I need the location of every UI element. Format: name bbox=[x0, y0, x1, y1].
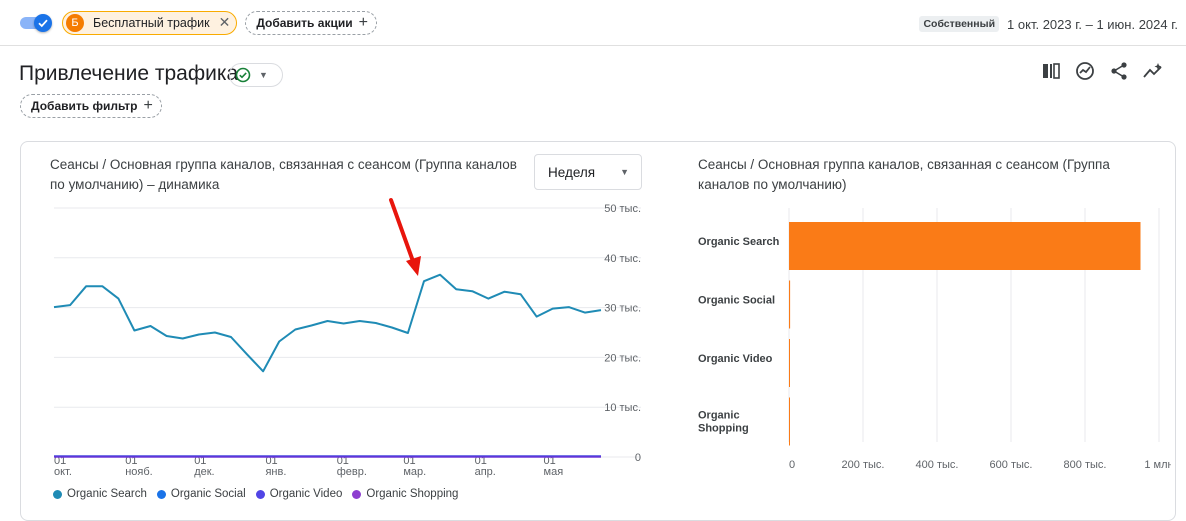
check-icon bbox=[38, 19, 48, 27]
line-chart: 50 тыс.40 тыс.30 тыс.20 тыс.10 тыс.0 01о… bbox=[53, 198, 641, 478]
svg-text:01: 01 bbox=[337, 455, 349, 467]
legend-label: Organic Shopping bbox=[366, 488, 459, 500]
bar-organic-video[interactable] bbox=[789, 339, 790, 387]
share-icon[interactable] bbox=[1108, 60, 1130, 82]
legend-dot bbox=[156, 489, 166, 499]
svg-text:мая: мая bbox=[544, 466, 564, 478]
add-actions-label: Добавить акции bbox=[256, 15, 353, 30]
segment-label: Бесплатный трафик bbox=[93, 15, 210, 30]
category-label: Organic Search bbox=[698, 236, 780, 248]
legend-label: Organic Video bbox=[269, 488, 343, 500]
svg-text:янв.: янв. bbox=[265, 466, 286, 478]
report-toolbar bbox=[1028, 60, 1164, 82]
y-tick-label: 20 тыс. bbox=[604, 352, 641, 364]
add-filter-button[interactable]: Добавить фильтр + bbox=[20, 94, 162, 118]
legend-item[interactable]: Organic Social bbox=[156, 488, 246, 500]
svg-text:01: 01 bbox=[475, 455, 487, 467]
trend-sparkle-icon[interactable] bbox=[1142, 60, 1164, 82]
category-label: Organic Shopping bbox=[698, 410, 749, 435]
svg-text:февр.: февр. bbox=[337, 466, 367, 478]
category-label: Organic Video bbox=[698, 353, 773, 365]
x-tick-label: 800 тыс. bbox=[1064, 459, 1107, 471]
y-tick-label: 30 тыс. bbox=[604, 303, 641, 315]
bar-organic-shopping[interactable] bbox=[789, 397, 790, 446]
comparison-toggle[interactable] bbox=[20, 13, 53, 32]
date-badge: Собственный bbox=[919, 16, 1000, 32]
legend-dot bbox=[255, 489, 265, 499]
charts-card: Сеансы / Основная группа каналов, связан… bbox=[20, 141, 1176, 521]
y-tick-label: 10 тыс. bbox=[604, 402, 641, 414]
svg-text:01: 01 bbox=[403, 455, 415, 467]
legend-item[interactable]: Organic Video bbox=[255, 488, 343, 500]
check-circle-icon bbox=[235, 67, 251, 83]
legend-label: Organic Social bbox=[170, 488, 246, 500]
svg-text:01: 01 bbox=[125, 455, 137, 467]
segment-chip[interactable]: Б Бесплатный трафик ✕ bbox=[62, 10, 238, 35]
svg-text:окт.: окт. bbox=[54, 466, 72, 478]
annotation-arrow bbox=[389, 198, 421, 276]
plus-icon: + bbox=[143, 97, 153, 114]
legend-item[interactable]: Organic Search bbox=[53, 488, 147, 500]
y-tick-label: 40 тыс. bbox=[604, 253, 641, 265]
legend-item[interactable]: Organic Shopping bbox=[352, 488, 458, 500]
line-chart-legend: Organic Search Organic Social Organic Vi… bbox=[53, 488, 468, 500]
caret-down-icon: ▼ bbox=[259, 70, 268, 80]
date-range: 1 окт. 2023 г. – 1 июн. 2024 г. bbox=[1007, 16, 1178, 32]
page-title: Привлечение трафика bbox=[19, 62, 239, 85]
plus-icon: + bbox=[358, 13, 368, 31]
toggle-knob bbox=[34, 13, 52, 32]
y-tick-label: 50 тыс. bbox=[604, 203, 641, 215]
insights-icon[interactable] bbox=[1074, 60, 1096, 82]
line-chart-title: Сеансы / Основная группа каналов, связан… bbox=[50, 157, 517, 192]
svg-text:дек.: дек. bbox=[194, 466, 214, 478]
x-tick-label: 600 тыс. bbox=[990, 459, 1033, 471]
svg-text:01: 01 bbox=[54, 455, 66, 467]
bar-chart: Organic Search Organic Social Organic Vide… bbox=[698, 208, 1171, 471]
svg-text:нояб.: нояб. bbox=[125, 466, 153, 478]
bar-organic-social[interactable] bbox=[789, 280, 791, 329]
add-actions-button[interactable]: Добавить акции + bbox=[245, 10, 377, 35]
top-bar: Б Бесплатный трафик ✕ Добавить акции + С… bbox=[0, 0, 1186, 46]
add-filter-label: Добавить фильтр bbox=[31, 99, 138, 113]
granularity-value: Неделя bbox=[548, 164, 596, 180]
x-tick-label: 0 bbox=[789, 459, 795, 471]
legend-dot bbox=[352, 489, 362, 499]
compare-columns-icon[interactable] bbox=[1040, 60, 1062, 82]
y-tick-label: 0 bbox=[635, 452, 641, 464]
close-icon[interactable]: ✕ bbox=[218, 14, 231, 30]
bar-chart-title: Сеансы / Основная группа каналов, связан… bbox=[698, 157, 1110, 192]
x-tick-label: 200 тыс. bbox=[842, 459, 885, 471]
svg-text:01: 01 bbox=[194, 455, 206, 467]
legend-dot bbox=[53, 489, 62, 499]
granularity-select[interactable]: Неделя ▼ bbox=[534, 154, 642, 190]
segment-badge: Б bbox=[66, 13, 84, 32]
category-label: Organic Social bbox=[698, 295, 775, 307]
svg-text:апр.: апр. bbox=[475, 466, 496, 478]
legend-label: Organic Search bbox=[67, 488, 147, 500]
svg-text:01: 01 bbox=[544, 455, 556, 467]
x-tick-label: 400 тыс. bbox=[916, 459, 959, 471]
svg-text:мар.: мар. bbox=[403, 466, 426, 478]
caret-down-icon: ▼ bbox=[620, 167, 629, 177]
date-range-picker[interactable]: Собственный 1 окт. 2023 г. – 1 июн. 2024… bbox=[919, 16, 1178, 32]
bar-organic-search[interactable] bbox=[789, 222, 1141, 270]
x-tick-label: 1 млн bbox=[1144, 459, 1171, 471]
series-line-organic-search[interactable] bbox=[53, 273, 602, 373]
report-status-dropdown[interactable]: ▼ bbox=[229, 63, 283, 87]
svg-text:01: 01 bbox=[265, 455, 277, 467]
